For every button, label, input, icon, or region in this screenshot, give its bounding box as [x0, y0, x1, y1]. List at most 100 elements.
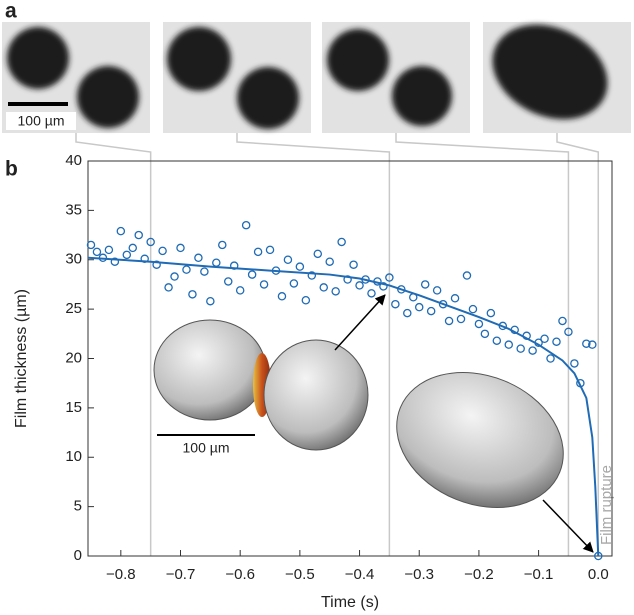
connector — [395, 133, 570, 161]
arrow — [334, 294, 386, 351]
data-point — [331, 287, 340, 296]
data-point — [206, 296, 215, 306]
x-tick-label: −0.8 — [106, 566, 136, 583]
data-point — [504, 340, 514, 349]
y-axis-label: Film thickness (µm) — [13, 289, 30, 428]
data-point — [313, 249, 323, 259]
y-tick-label: 0 — [74, 547, 82, 564]
x-tick-label: −0.1 — [524, 566, 554, 583]
x-tick-label: −0.7 — [166, 566, 196, 583]
data-point — [468, 304, 478, 314]
data-point — [146, 237, 155, 247]
data-point — [397, 285, 406, 294]
y-tick-label: 10 — [65, 448, 82, 465]
data-point — [391, 299, 400, 309]
data-point — [104, 245, 114, 255]
data-point — [432, 286, 442, 295]
panel-label: a — [5, 0, 17, 23]
data-point — [540, 334, 549, 343]
y-tick-label: 40 — [65, 152, 82, 169]
data-point — [134, 230, 143, 240]
data-point — [492, 336, 502, 345]
data-point — [194, 253, 203, 263]
y-tick-label: 20 — [65, 349, 82, 366]
droplet — [327, 29, 389, 91]
data-point — [420, 280, 430, 289]
data-point — [92, 247, 102, 257]
data-point — [176, 243, 185, 253]
data-point — [528, 346, 537, 355]
data-point — [343, 275, 352, 284]
data-point — [247, 270, 257, 279]
data-point — [319, 283, 328, 292]
data-point — [140, 254, 149, 264]
data-point — [164, 283, 173, 292]
data-point — [253, 247, 263, 257]
data-point — [379, 282, 388, 291]
data-point — [552, 337, 561, 346]
data-point — [355, 281, 364, 290]
connector — [75, 133, 152, 161]
droplet — [237, 67, 299, 129]
data-point — [564, 327, 573, 337]
render-merged — [396, 371, 564, 509]
connector — [556, 133, 600, 161]
droplet — [7, 27, 69, 89]
y-tick-label: 25 — [65, 300, 82, 317]
scale-label-bg — [6, 112, 76, 130]
render-droplet — [153, 319, 267, 421]
data-point — [241, 220, 251, 230]
data-point — [367, 289, 376, 298]
data-point — [450, 294, 460, 303]
data-point — [110, 257, 120, 266]
x-tick-label: 0.0 — [588, 566, 609, 583]
data-point — [582, 339, 591, 348]
data-point — [277, 292, 287, 301]
data-point — [337, 237, 346, 247]
data-point — [224, 277, 233, 286]
data-point — [325, 257, 334, 266]
data-point — [486, 308, 496, 318]
x-tick-label: −0.5 — [285, 566, 315, 583]
data-point — [289, 279, 299, 288]
arrow — [542, 499, 594, 553]
data-point — [116, 226, 126, 236]
data-point — [456, 314, 466, 324]
droplet — [167, 27, 231, 91]
data-point — [414, 302, 424, 312]
droplet — [492, 24, 608, 120]
data-point — [295, 262, 305, 271]
data-point — [265, 245, 275, 255]
x-tick-label: −0.6 — [225, 566, 255, 583]
micrographs: 100 µm — [2, 22, 631, 133]
panel-label: b — [5, 158, 18, 181]
data-point — [385, 273, 394, 282]
data-point — [122, 250, 132, 260]
data-point — [218, 240, 227, 250]
data-point — [158, 246, 167, 256]
data-point — [200, 267, 209, 276]
render-droplet — [263, 339, 369, 451]
y-tick-label: 5 — [74, 498, 82, 515]
data-point — [558, 316, 567, 326]
x-tick-label: −0.2 — [464, 566, 494, 583]
scale-label: 100 µm — [18, 113, 65, 129]
data-point — [152, 260, 161, 269]
data-point — [349, 260, 358, 269]
data-point — [170, 272, 179, 281]
data-point — [588, 340, 597, 349]
data-point — [546, 354, 555, 363]
data-point — [128, 243, 138, 253]
data-point — [86, 240, 96, 250]
data-point — [426, 306, 436, 316]
data-point — [259, 280, 269, 289]
data-point — [301, 295, 311, 305]
data-point — [229, 261, 239, 270]
data-point — [212, 258, 221, 267]
data-point — [438, 299, 448, 309]
fit-line — [87, 256, 600, 557]
data-point — [480, 329, 490, 339]
data-point — [474, 319, 484, 329]
data-point — [462, 271, 472, 280]
data-point — [182, 265, 191, 274]
